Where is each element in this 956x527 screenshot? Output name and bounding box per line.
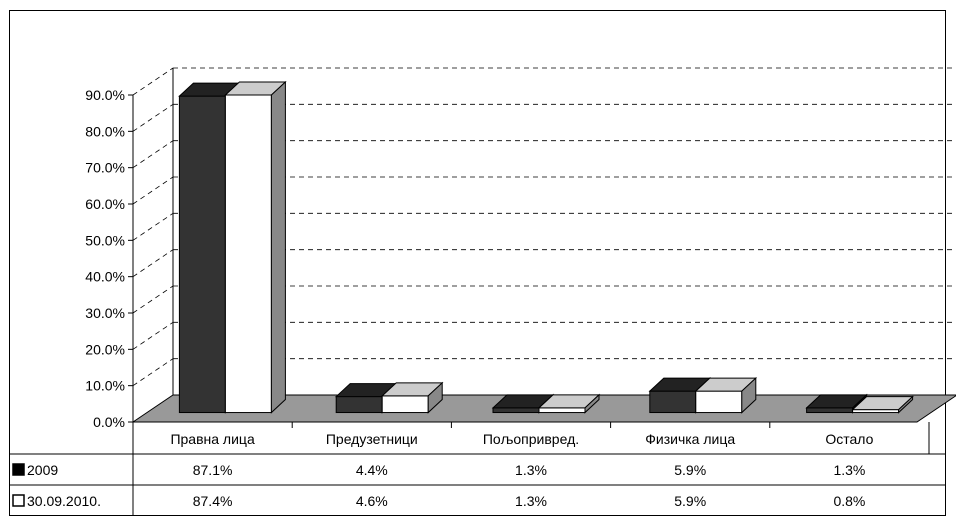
bars: [178, 80, 914, 414]
bar: [224, 80, 287, 414]
data-table: [9, 422, 946, 516]
y-axis-ticks: 0.0% 10.0% 20.0% 30.0% 40.0% 50.0% 60.0% 70.0% 8…: [85, 87, 133, 430]
y-tick-label: 10.0%: [85, 378, 125, 394]
data-label: 1.3%: [833, 462, 865, 478]
y-tick-label: 40.0%: [85, 269, 125, 285]
bar-front: [649, 390, 697, 414]
gridline-diagonal: [132, 67, 174, 96]
category-label: Физичка лица: [645, 431, 735, 447]
table-cells: Правна лица Предузетници Пољопривред. Физич…: [12, 422, 874, 509]
data-label: 1.3%: [515, 462, 547, 478]
legend-swatch: [12, 494, 25, 507]
data-label: 1.3%: [515, 493, 547, 509]
data-label: 87.4%: [193, 493, 233, 509]
data-label: 4.4%: [356, 462, 388, 478]
y-tick-label: 60.0%: [85, 196, 125, 212]
y-tick-label: 50.0%: [85, 232, 125, 248]
gridlines: [132, 67, 956, 386]
gridline-diagonal: [132, 140, 174, 168]
bar-side: [741, 376, 757, 414]
back-wall: [173, 68, 956, 395]
gridline-diagonal: [132, 213, 174, 241]
y-tick-label: 20.0%: [85, 341, 125, 357]
bar: [694, 376, 758, 414]
bar-side: [898, 395, 914, 414]
bar: [380, 381, 444, 414]
gridline-diagonal: [132, 322, 174, 350]
legend-label: 2009: [27, 462, 58, 478]
legend-swatch: [12, 463, 25, 476]
bar-front: [492, 407, 540, 414]
data-label: 0.8%: [833, 493, 865, 509]
y-tick-label: 30.0%: [85, 305, 125, 321]
category-label: Пољопривред.: [483, 431, 579, 447]
category-label: Остало: [825, 431, 873, 447]
bar-side: [427, 381, 443, 414]
bar-front: [695, 390, 743, 414]
bar: [851, 395, 914, 414]
y-tick-label: 90.0%: [85, 87, 125, 103]
bar-front: [224, 94, 272, 414]
legend-label: 30.09.2010.: [27, 493, 101, 509]
gridline-diagonal: [132, 104, 174, 132]
bar-side: [584, 393, 600, 414]
bar-side: [270, 80, 286, 414]
gridline-diagonal: [132, 285, 174, 314]
bar-front: [538, 407, 586, 414]
y-tick-label: 80.0%: [85, 123, 125, 139]
data-label: 4.6%: [356, 493, 388, 509]
bar: [537, 393, 601, 414]
y-tick-label: 0.0%: [93, 414, 125, 430]
data-label: 5.9%: [674, 493, 706, 509]
gridline-diagonal: [132, 176, 174, 205]
gridline-diagonal: [132, 358, 174, 386]
bar-front: [381, 395, 429, 414]
data-label: 5.9%: [674, 462, 706, 478]
category-label: Предузетници: [326, 431, 418, 447]
category-label: Правна лица: [170, 431, 254, 447]
data-label: 87.1%: [193, 462, 233, 478]
bar-front: [806, 407, 854, 414]
gridline-diagonal: [132, 249, 174, 277]
bar-front: [335, 396, 383, 414]
y-tick-label: 70.0%: [85, 160, 125, 176]
bar-front: [178, 95, 226, 414]
chart-frame: [9, 10, 946, 516]
